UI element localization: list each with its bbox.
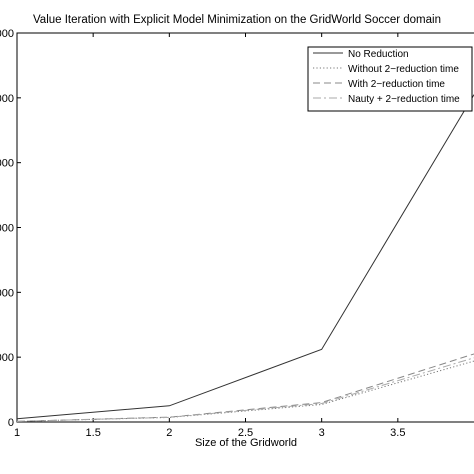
x-tick-label: 2 (166, 427, 172, 439)
legend-label: Nauty + 2−reduction time (348, 94, 460, 105)
legend-box (307, 46, 473, 112)
y-axis: 0000000000000000000 (0, 28, 21, 429)
legend-label: Without 2−reduction time (348, 64, 459, 75)
series-line-1 (16, 360, 474, 422)
y-tick-label: 000 (0, 93, 14, 105)
y-tick-label: 000 (0, 352, 14, 364)
series-line-3 (16, 357, 474, 422)
series-layer (16, 94, 474, 422)
y-tick-label: 000 (0, 223, 14, 235)
y-tick-label: 000 (0, 28, 14, 40)
x-axis: 1 1.5 2 2.5 3 3.5 (14, 33, 405, 439)
legend: No Reduction Without 2−reduction time With… (307, 46, 473, 112)
legend-label: No Reduction (348, 49, 409, 60)
series-line-0 (16, 94, 474, 420)
y-tick-label: 000 (0, 158, 14, 170)
series-line-2 (16, 353, 474, 422)
x-axis-label: Size of the Gridworld (195, 437, 297, 449)
chart-title: Value Iteration with Explicit Model Mini… (33, 14, 441, 26)
y-tick-label: 000 (0, 287, 14, 299)
x-tick-label: 1 (14, 427, 20, 439)
y-tick-label: 0 (8, 417, 14, 429)
x-tick-label: 1.5 (86, 427, 101, 439)
legend-label: With 2−reduction time (348, 79, 445, 90)
x-tick-label: 2.5 (238, 427, 253, 439)
x-tick-label: 3 (319, 427, 325, 439)
x-tick-label: 3.5 (390, 427, 405, 439)
